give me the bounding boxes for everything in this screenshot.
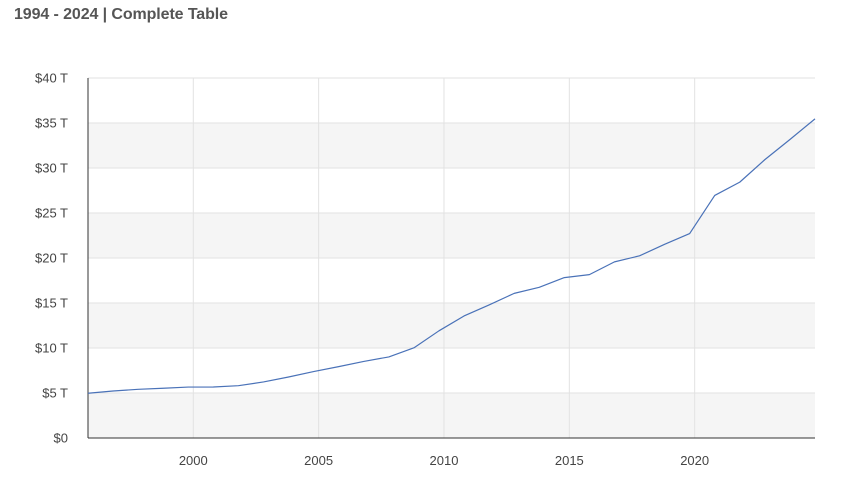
y-tick-label: $20 T	[35, 251, 68, 266]
series-layer	[87, 118, 816, 394]
y-tick-label: $15 T	[35, 296, 68, 311]
grid-band	[88, 303, 815, 348]
grid-band	[88, 393, 815, 438]
y-tick-label: $0	[54, 431, 68, 446]
y-tick-label: $35 T	[35, 116, 68, 131]
y-tick-label: $5 T	[42, 386, 68, 401]
grid-band	[88, 213, 815, 258]
axes	[87, 78, 815, 439]
x-tick-label: 2000	[179, 453, 208, 468]
x-axis-tick-labels: 2000 2005 2010 2015 2020	[179, 453, 709, 468]
x-tick-label: 2010	[430, 453, 459, 468]
x-tick-label: 2020	[680, 453, 709, 468]
background-bands	[88, 123, 815, 438]
horizontal-gridlines	[88, 77, 815, 394]
grid-band	[88, 123, 815, 168]
series-line	[87, 118, 816, 394]
page-title: 1994 - 2024 | Complete Table	[14, 6, 228, 23]
y-tick-label: $40 T	[35, 71, 68, 86]
y-axis-tick-labels: $0 $5 T $10 T $15 T $20 T $25 T $30 T $35 T $40 …	[35, 71, 68, 446]
x-tick-label: 2015	[555, 453, 584, 468]
y-tick-label: $10 T	[35, 341, 68, 356]
y-tick-label: $30 T	[35, 161, 68, 176]
x-tick-label: 2005	[304, 453, 333, 468]
y-tick-label: $25 T	[35, 206, 68, 221]
